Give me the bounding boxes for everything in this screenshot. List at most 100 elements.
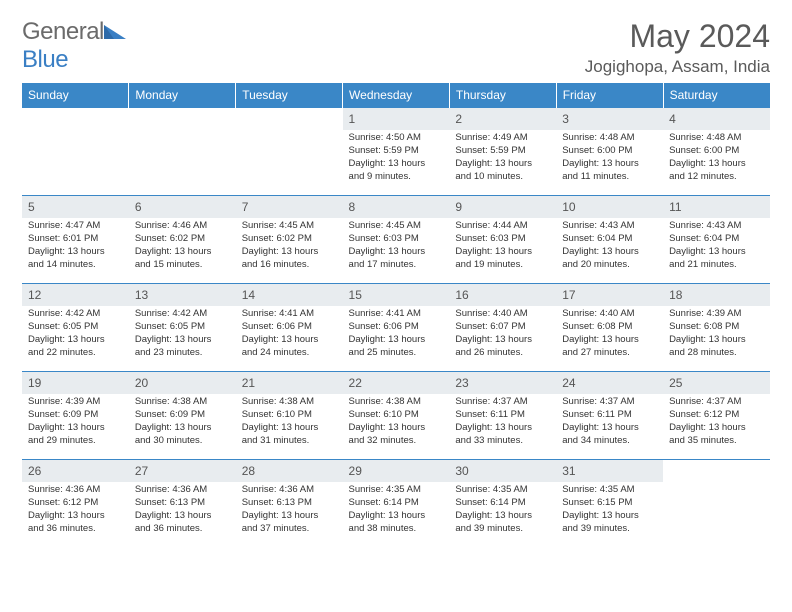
calendar-cell <box>236 108 343 196</box>
day-details: Sunrise: 4:40 AMSunset: 6:08 PMDaylight:… <box>556 306 663 363</box>
logo: GeneralBlue <box>22 18 126 74</box>
daylight: Daylight: 13 hours and 28 minutes. <box>669 334 764 360</box>
sunset: Sunset: 6:07 PM <box>455 321 550 334</box>
day-number: 13 <box>129 284 236 306</box>
calendar-cell: 30 Sunrise: 4:35 AMSunset: 6:14 PMDayligh… <box>449 460 556 548</box>
day-number: 1 <box>343 108 450 130</box>
weekday-header: Sunday <box>22 83 129 108</box>
sunrise: Sunrise: 4:35 AM <box>455 484 550 497</box>
sunset: Sunset: 6:05 PM <box>28 321 123 334</box>
sunset: Sunset: 6:15 PM <box>562 497 657 510</box>
calendar-row: 19Sunrise: 4:39 AMSunset: 6:09 PMDayligh… <box>22 372 770 460</box>
sunset: Sunset: 6:11 PM <box>562 409 657 422</box>
calendar-cell <box>663 460 770 548</box>
daylight: Daylight: 13 hours and 35 minutes. <box>669 422 764 448</box>
sunrise: Sunrise: 4:39 AM <box>669 308 764 321</box>
sunset: Sunset: 6:04 PM <box>562 233 657 246</box>
sunset: Sunset: 6:08 PM <box>562 321 657 334</box>
sunset: Sunset: 6:10 PM <box>349 409 444 422</box>
daylight: Daylight: 13 hours and 29 minutes. <box>28 422 123 448</box>
daylight: Daylight: 13 hours and 11 minutes. <box>562 158 657 184</box>
calendar-row: 1Sunrise: 4:50 AMSunset: 5:59 PMDaylight… <box>22 108 770 196</box>
day-number: 17 <box>556 284 663 306</box>
calendar-cell <box>129 108 236 196</box>
daylight: Daylight: 13 hours and 34 minutes. <box>562 422 657 448</box>
sunrise: Sunrise: 4:43 AM <box>669 220 764 233</box>
day-number: 30 <box>449 460 556 482</box>
sunrise: Sunrise: 4:42 AM <box>28 308 123 321</box>
calendar-cell: 6Sunrise: 4:46 AMSunset: 6:02 PMDaylight… <box>129 196 236 284</box>
day-number: 25 <box>663 372 770 394</box>
daylight: Daylight: 13 hours and 20 minutes. <box>562 246 657 272</box>
sunset: Sunset: 6:09 PM <box>28 409 123 422</box>
day-number: 29 <box>343 460 450 482</box>
sunset: Sunset: 6:06 PM <box>349 321 444 334</box>
day-number <box>663 460 770 482</box>
daylight: Daylight: 13 hours and 30 minutes. <box>135 422 230 448</box>
sunrise: Sunrise: 4:36 AM <box>28 484 123 497</box>
weekday-header: Wednesday <box>343 83 450 108</box>
daylight: Daylight: 13 hours and 14 minutes. <box>28 246 123 272</box>
calendar-cell: 21Sunrise: 4:38 AMSunset: 6:10 PMDayligh… <box>236 372 343 460</box>
logo-left: General <box>22 18 104 45</box>
day-details: Sunrise: 4:41 AMSunset: 6:06 PMDaylight:… <box>343 306 450 363</box>
weekday-header: Friday <box>556 83 663 108</box>
calendar-cell: 20Sunrise: 4:38 AMSunset: 6:09 PMDayligh… <box>129 372 236 460</box>
day-number: 18 <box>663 284 770 306</box>
daylight: Daylight: 13 hours and 39 minutes. <box>455 510 550 536</box>
location: Jogighopa, Assam, India <box>585 57 770 77</box>
sunset: Sunset: 5:59 PM <box>349 145 444 158</box>
daylight: Daylight: 13 hours and 33 minutes. <box>455 422 550 448</box>
day-number: 5 <box>22 196 129 218</box>
day-details: Sunrise: 4:36 AMSunset: 6:12 PMDaylight:… <box>22 482 129 539</box>
logo-right: Blue <box>22 46 68 73</box>
calendar-cell: 13Sunrise: 4:42 AMSunset: 6:05 PMDayligh… <box>129 284 236 372</box>
day-number <box>236 108 343 130</box>
day-details: Sunrise: 4:37 AMSunset: 6:11 PMDaylight:… <box>449 394 556 451</box>
day-number: 7 <box>236 196 343 218</box>
sunset: Sunset: 6:12 PM <box>669 409 764 422</box>
sunrise: Sunrise: 4:37 AM <box>455 396 550 409</box>
sunrise: Sunrise: 4:45 AM <box>349 220 444 233</box>
title-block: May 2024 Jogighopa, Assam, India <box>585 18 770 77</box>
day-details: Sunrise: 4:45 AMSunset: 6:03 PMDaylight:… <box>343 218 450 275</box>
daylight: Daylight: 13 hours and 36 minutes. <box>135 510 230 536</box>
day-details: Sunrise: 4:38 AMSunset: 6:09 PMDaylight:… <box>129 394 236 451</box>
daylight: Daylight: 13 hours and 37 minutes. <box>242 510 337 536</box>
sunrise: Sunrise: 4:45 AM <box>242 220 337 233</box>
weekday-header: Monday <box>129 83 236 108</box>
sunrise: Sunrise: 4:38 AM <box>135 396 230 409</box>
calendar-cell: 7Sunrise: 4:45 AMSunset: 6:02 PMDaylight… <box>236 196 343 284</box>
day-details: Sunrise: 4:48 AMSunset: 6:00 PMDaylight:… <box>556 130 663 187</box>
sunset: Sunset: 6:14 PM <box>349 497 444 510</box>
calendar-body: 1Sunrise: 4:50 AMSunset: 5:59 PMDaylight… <box>22 108 770 548</box>
day-details: Sunrise: 4:35 AMSunset: 6:15 PMDaylight:… <box>556 482 663 539</box>
calendar-cell: 17Sunrise: 4:40 AMSunset: 6:08 PMDayligh… <box>556 284 663 372</box>
calendar-cell: 11Sunrise: 4:43 AMSunset: 6:04 PMDayligh… <box>663 196 770 284</box>
calendar-row: 5Sunrise: 4:47 AMSunset: 6:01 PMDaylight… <box>22 196 770 284</box>
sunrise: Sunrise: 4:46 AM <box>135 220 230 233</box>
day-number: 10 <box>556 196 663 218</box>
day-number: 16 <box>449 284 556 306</box>
weekday-header: Saturday <box>663 83 770 108</box>
day-number: 12 <box>22 284 129 306</box>
day-number: 22 <box>343 372 450 394</box>
day-number: 21 <box>236 372 343 394</box>
calendar-cell: 19Sunrise: 4:39 AMSunset: 6:09 PMDayligh… <box>22 372 129 460</box>
day-number: 3 <box>556 108 663 130</box>
sunset: Sunset: 6:14 PM <box>455 497 550 510</box>
day-number: 11 <box>663 196 770 218</box>
day-number: 8 <box>343 196 450 218</box>
sunset: Sunset: 5:59 PM <box>455 145 550 158</box>
calendar-cell: 1Sunrise: 4:50 AMSunset: 5:59 PMDaylight… <box>343 108 450 196</box>
day-number: 27 <box>129 460 236 482</box>
calendar-cell: 22Sunrise: 4:38 AMSunset: 6:10 PMDayligh… <box>343 372 450 460</box>
sunset: Sunset: 6:01 PM <box>28 233 123 246</box>
calendar-cell: 4Sunrise: 4:48 AMSunset: 6:00 PMDaylight… <box>663 108 770 196</box>
day-details: Sunrise: 4:42 AMSunset: 6:05 PMDaylight:… <box>22 306 129 363</box>
calendar-cell: 5Sunrise: 4:47 AMSunset: 6:01 PMDaylight… <box>22 196 129 284</box>
day-number: 19 <box>22 372 129 394</box>
calendar-cell: 2Sunrise: 4:49 AMSunset: 5:59 PMDaylight… <box>449 108 556 196</box>
day-details: Sunrise: 4:36 AMSunset: 6:13 PMDaylight:… <box>236 482 343 539</box>
sunset: Sunset: 6:00 PM <box>562 145 657 158</box>
